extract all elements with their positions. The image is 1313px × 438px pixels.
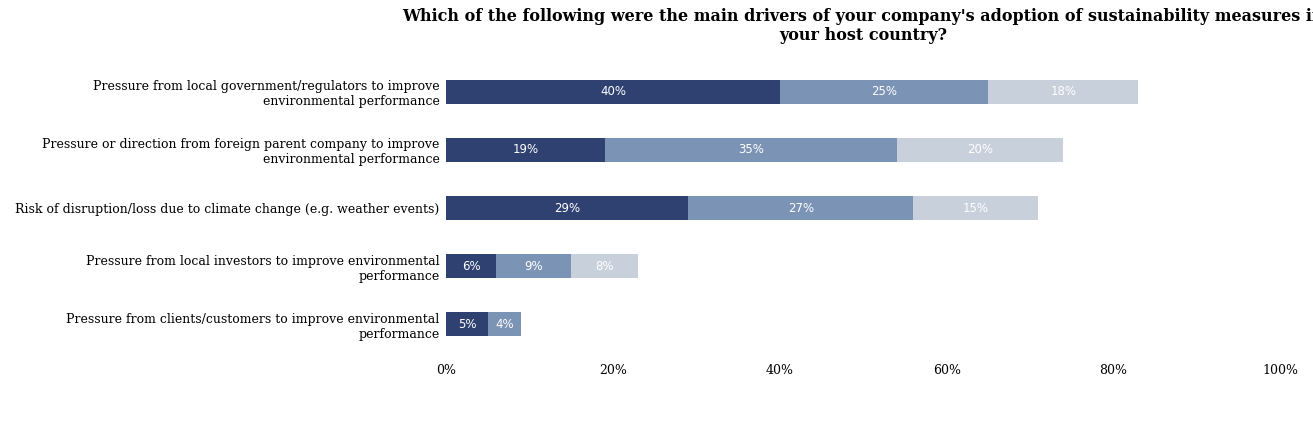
Bar bbox=[488, 312, 521, 336]
Bar bbox=[688, 196, 914, 220]
Bar bbox=[605, 138, 897, 162]
Text: 8%: 8% bbox=[596, 260, 614, 273]
Bar bbox=[914, 196, 1039, 220]
Text: 19%: 19% bbox=[512, 143, 538, 156]
Bar bbox=[989, 80, 1138, 104]
Bar bbox=[446, 196, 688, 220]
Text: 9%: 9% bbox=[525, 260, 544, 273]
Text: 29%: 29% bbox=[554, 201, 580, 215]
Bar bbox=[496, 254, 571, 279]
Text: 40%: 40% bbox=[600, 85, 626, 98]
Text: 18%: 18% bbox=[1050, 85, 1077, 98]
Text: 27%: 27% bbox=[788, 201, 814, 215]
Text: 4%: 4% bbox=[495, 318, 515, 331]
Text: 15%: 15% bbox=[962, 201, 989, 215]
Text: 5%: 5% bbox=[458, 318, 477, 331]
Bar bbox=[780, 80, 989, 104]
Text: 20%: 20% bbox=[966, 143, 993, 156]
Bar bbox=[446, 138, 605, 162]
Text: 35%: 35% bbox=[738, 143, 764, 156]
Bar bbox=[446, 80, 780, 104]
Bar bbox=[446, 312, 488, 336]
Title: Which of the following were the main drivers of your company's adoption of susta: Which of the following were the main dri… bbox=[403, 8, 1313, 44]
Bar bbox=[571, 254, 638, 279]
Text: 6%: 6% bbox=[462, 260, 481, 273]
Bar bbox=[897, 138, 1064, 162]
Text: 25%: 25% bbox=[871, 85, 897, 98]
Bar bbox=[446, 254, 496, 279]
